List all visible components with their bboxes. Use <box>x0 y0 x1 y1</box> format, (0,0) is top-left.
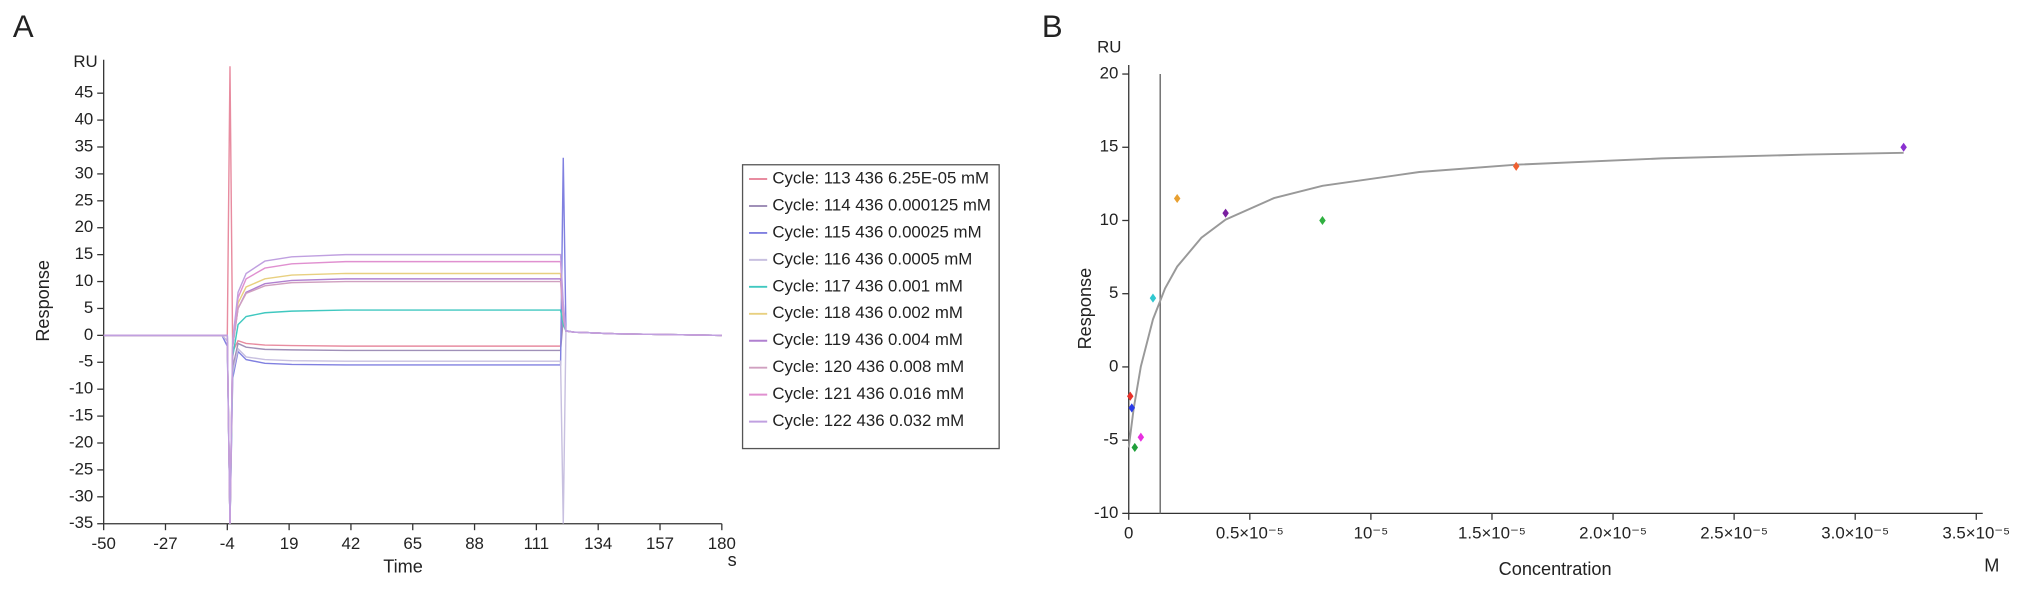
data-point <box>1512 161 1520 171</box>
y-tick-label: -30 <box>69 486 93 505</box>
x-tick-label: 88 <box>465 534 484 553</box>
x-tick-label: 19 <box>280 534 299 553</box>
y-axis-label: Response <box>33 260 53 342</box>
sensorgram-line <box>103 66 722 352</box>
legend-label: Cycle: 115 436 0.00025 mM <box>772 222 981 241</box>
sensorgram-line <box>103 319 722 524</box>
y-unit: RU <box>1097 38 1121 57</box>
x-unit: M <box>1984 555 1999 575</box>
x-tick-label: 134 <box>584 534 612 553</box>
sensorgram-line <box>103 260 722 524</box>
panel-label: B <box>1042 9 1063 44</box>
data-point <box>1319 215 1326 226</box>
sensorgram-line <box>103 278 722 524</box>
legend-label: Cycle: 122 436 0.032 mM <box>772 411 964 430</box>
x-tick-label: -50 <box>92 534 116 553</box>
data-point <box>1173 193 1181 204</box>
data-point <box>1137 432 1145 442</box>
y-tick-label: -5 <box>78 352 93 371</box>
x-tick-label: 10⁻⁵ <box>1354 524 1389 543</box>
legend-box <box>741 164 1000 450</box>
x-tick-label: 111 <box>524 534 550 553</box>
x-unit: s <box>728 550 737 570</box>
x-tick-label: 157 <box>646 534 674 553</box>
y-tick-label: 5 <box>84 298 93 317</box>
y-tick-label: 10 <box>75 271 94 290</box>
x-tick-label: 1.5×10⁻⁵ <box>1458 524 1526 543</box>
y-tick-label: 0 <box>1109 356 1118 375</box>
y-tick-label: 30 <box>75 163 94 182</box>
y-tick-label: 15 <box>75 244 94 263</box>
x-tick-label: 0.5×10⁻⁵ <box>1216 524 1284 543</box>
x-tick-label: 3.5×10⁻⁵ <box>1942 524 2010 543</box>
legend-label: Cycle: 114 436 0.000125 mM <box>772 195 991 214</box>
y-axis-label: Response <box>1075 268 1095 350</box>
y-tick-label: -15 <box>69 406 93 425</box>
y-tick-label: 25 <box>75 190 94 209</box>
y-tick-label: 0 <box>84 325 93 344</box>
x-axis-label: Time <box>383 557 423 577</box>
legend-label: Cycle: 118 436 0.002 mM <box>772 303 963 322</box>
x-tick-label: 3.0×10⁻⁵ <box>1821 524 1889 543</box>
sensorgram-line <box>103 330 722 524</box>
sensorgram-line <box>103 272 722 524</box>
x-tick-label: 180 <box>708 534 736 553</box>
x-tick-label: -4 <box>220 534 235 553</box>
x-tick-label: 2.5×10⁻⁵ <box>1700 524 1768 543</box>
y-tick-label: -10 <box>1094 503 1118 522</box>
y-tick-label: 45 <box>75 83 94 102</box>
panel-label: A <box>13 9 34 44</box>
legend-label: Cycle: 116 436 0.0005 mM <box>772 249 972 268</box>
y-tick-label: 5 <box>1109 283 1118 302</box>
data-point <box>1900 142 1907 152</box>
legend-label: Cycle: 121 436 0.016 mM <box>772 384 964 403</box>
data-point <box>1127 391 1134 401</box>
data-point <box>1222 208 1229 218</box>
y-tick-label: -20 <box>69 432 93 451</box>
y-tick-label: 20 <box>1100 63 1119 82</box>
x-tick-label: 42 <box>342 534 361 553</box>
x-tick-label: 0 <box>1124 524 1133 543</box>
sensorgram-line <box>103 280 722 524</box>
x-axis-label: Concentration <box>1499 559 1612 579</box>
sensorgram-line <box>103 309 722 524</box>
y-tick-label: 20 <box>75 217 94 236</box>
data-point <box>1131 442 1139 453</box>
y-tick-label: 40 <box>75 110 94 129</box>
x-tick-label: -27 <box>153 534 177 553</box>
legend-label: Cycle: 120 436 0.008 mM <box>772 357 964 376</box>
sensorgram-line <box>103 253 722 524</box>
y-tick-label: 10 <box>1100 210 1119 229</box>
plot-area <box>103 66 722 524</box>
y-tick-label: -35 <box>69 513 93 532</box>
sensorgram-line <box>103 157 722 524</box>
data-point <box>1149 293 1157 303</box>
y-tick-label: -25 <box>69 459 93 478</box>
y-tick-label: 35 <box>75 136 94 155</box>
y-tick-label: -5 <box>1103 430 1118 449</box>
y-tick-label: -10 <box>69 379 93 398</box>
fit-curve <box>1127 151 1904 448</box>
x-tick-label: 65 <box>403 534 422 553</box>
y-unit: RU <box>73 52 97 71</box>
legend-label: Cycle: 117 436 0.001 mM <box>772 276 963 295</box>
legend-label: Cycle: 113 436 6.25E-05 mM <box>772 168 989 187</box>
legend-label: Cycle: 119 436 0.004 mM <box>772 330 963 349</box>
x-tick-label: 2.0×10⁻⁵ <box>1579 524 1647 543</box>
y-tick-label: 15 <box>1100 137 1119 156</box>
